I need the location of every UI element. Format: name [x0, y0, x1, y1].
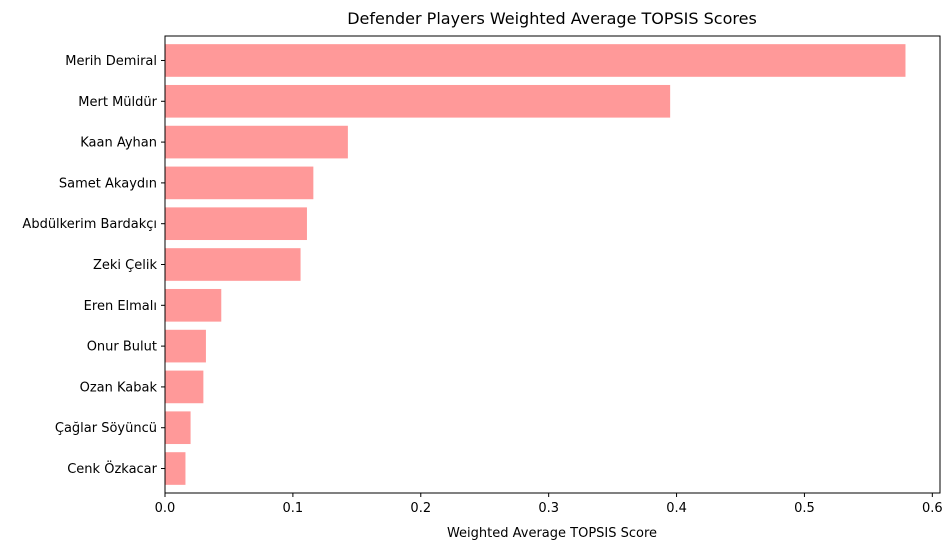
bar [165, 452, 186, 485]
bar [165, 44, 906, 77]
y-tick-label: Eren Elmalı [84, 299, 157, 314]
y-tick-label: Abdülkerim Bardakçı [22, 217, 157, 232]
bar [165, 370, 204, 404]
y-axis: Merih Demiral Mert Müldür Kaan Ayhan Samet … [22, 54, 165, 477]
plot-frame [164, 35, 941, 494]
y-tick-label: Ozan Kabak [80, 380, 158, 395]
y-tick-label: Zeki Çelik [93, 258, 157, 273]
y-tick-label: Cenk Özkacar [67, 460, 157, 477]
x-axis-label: Weighted Average TOPSIS Score [447, 526, 657, 541]
y-tick-label: Kaan Ayhan [80, 136, 157, 151]
x-tick-label: 0.2 [410, 501, 431, 516]
bar [165, 329, 206, 363]
x-tick-label: 0.3 [538, 501, 559, 516]
y-tick-label: Merih Demiral [65, 54, 157, 69]
bar [165, 166, 314, 200]
y-tick-label: Samet Akaydın [59, 176, 157, 191]
bar [165, 411, 191, 445]
x-tick-label: 0.5 [794, 501, 815, 516]
chart-title: Defender Players Weighted Average TOPSIS… [347, 9, 757, 28]
bar [165, 288, 222, 322]
x-axis: 0.0 0.1 0.2 0.3 0.4 0.5 0.6 [155, 493, 943, 516]
bars-group [165, 44, 906, 485]
y-tick-label: Çağlar Söyüncü [55, 421, 157, 436]
x-tick-label: 0.0 [155, 501, 176, 516]
x-tick-label: 0.1 [283, 501, 304, 516]
x-tick-label: 0.4 [666, 501, 687, 516]
bar [165, 125, 348, 159]
bar [165, 248, 301, 281]
y-tick-label: Onur Bulut [87, 340, 157, 355]
bar [165, 207, 307, 241]
bar [165, 84, 671, 118]
y-tick-label: Mert Müldür [78, 95, 157, 110]
x-tick-label: 0.6 [922, 501, 943, 516]
